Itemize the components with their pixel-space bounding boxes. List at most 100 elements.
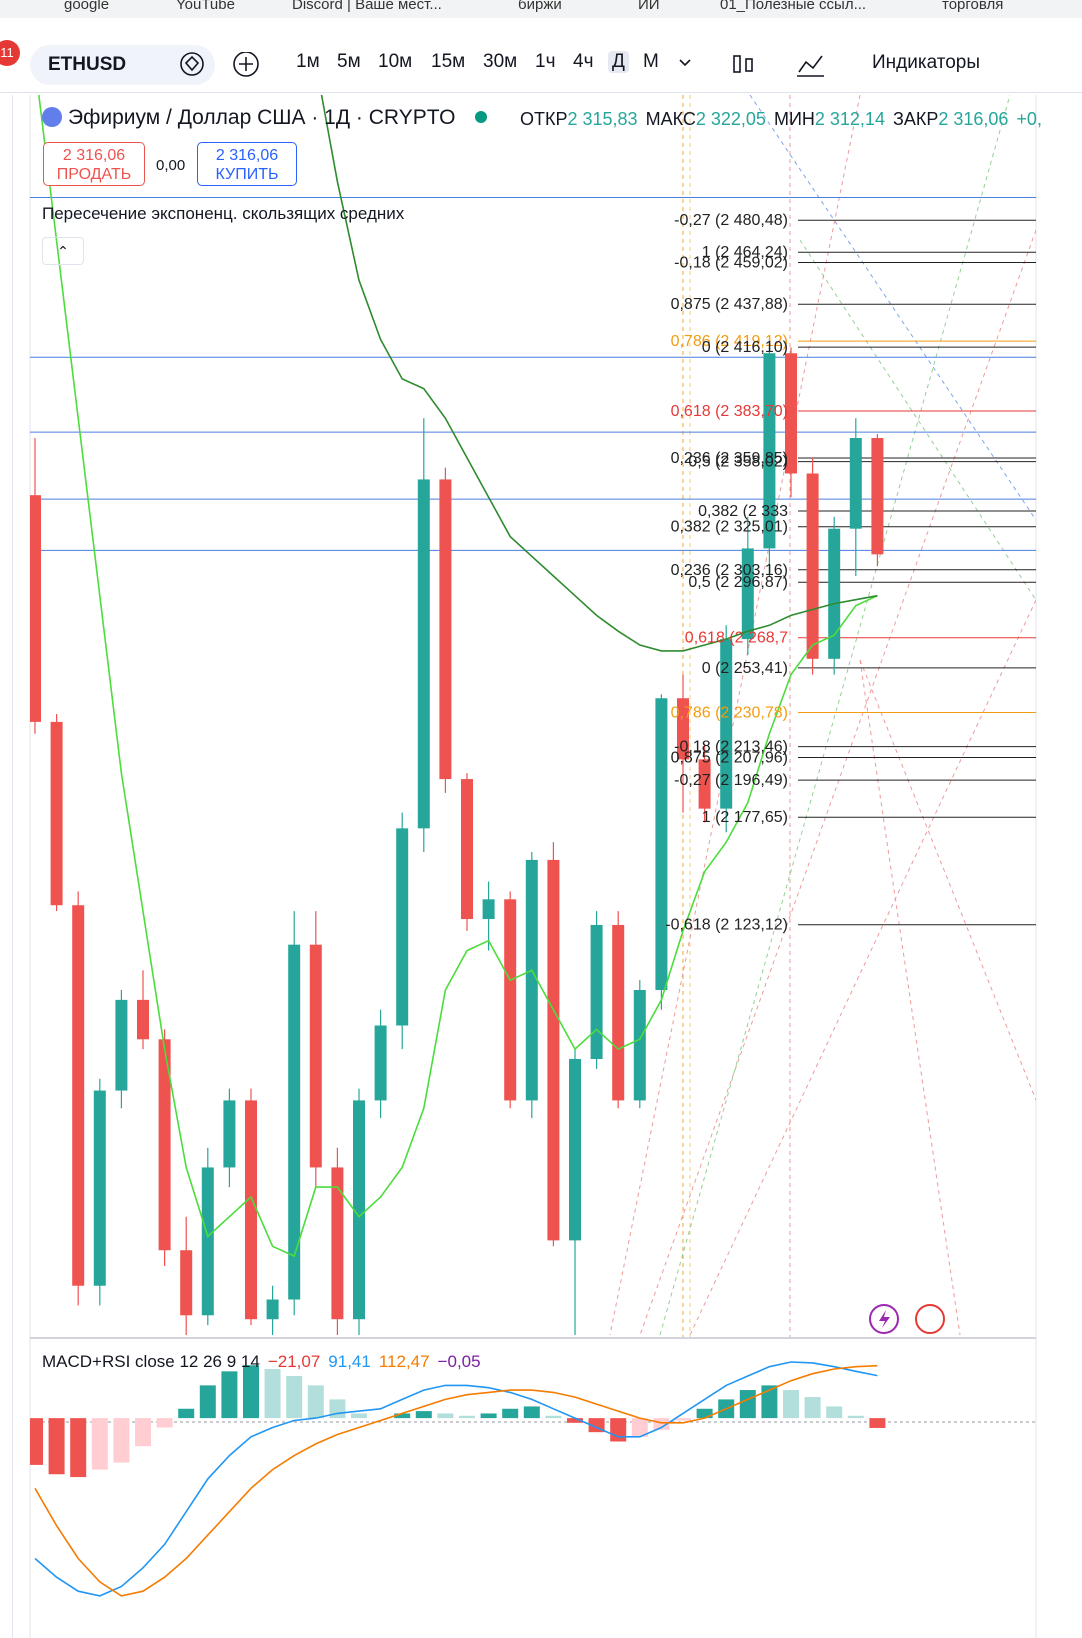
interval-button[interactable]: Д <box>608 51 629 73</box>
bookmark[interactable]: 01_Полезные ссыл... <box>720 0 867 13</box>
fib-level-label: 0,875 (2 207,96) <box>671 749 788 766</box>
interval-button[interactable]: 1ч <box>535 51 556 72</box>
fib-level-label: 0,5 (2 296,87) <box>688 574 788 591</box>
fib-level-label: 0,236 (2 303,16) <box>671 562 788 579</box>
indicator-line <box>320 95 878 652</box>
bookmark[interactable]: биржи <box>518 0 562 13</box>
fib-level-label: 0,236 (2 359,85) <box>671 450 788 467</box>
bookmark[interactable]: Discord | Ваше мест... <box>292 0 442 13</box>
bookmark[interactable]: ИИ <box>638 0 660 13</box>
candle-body <box>223 1100 236 1168</box>
histogram-bar <box>264 1369 281 1419</box>
price-pane <box>30 95 1036 1335</box>
interval-button[interactable]: 4ч <box>573 51 594 72</box>
histogram-bar <box>783 1390 799 1419</box>
notification-badge[interactable]: 11 <box>0 40 20 66</box>
toolbar <box>0 32 1082 93</box>
toolbar-icons <box>180 52 259 77</box>
indicator-name: Пересечение экспоненц. скользящих средни… <box>42 204 405 223</box>
collapse-button[interactable]: ⌃ <box>42 237 84 265</box>
candle-body <box>741 548 754 640</box>
candle-body <box>331 1167 344 1320</box>
fib-level-label: -0,18 (2 213,46) <box>674 739 788 756</box>
fib-level-label: 0,382 (2 325,01) <box>671 519 788 536</box>
histogram-bar <box>156 1418 173 1428</box>
candle-body <box>482 899 495 920</box>
interval-button[interactable]: 30м <box>483 51 518 72</box>
histogram-bar <box>631 1418 648 1437</box>
candle-body <box>525 859 538 1101</box>
candle-body <box>417 479 430 829</box>
fib-level-label: 1 (2 464,24) <box>702 244 788 261</box>
fib-level-label: 1 (2 177,65) <box>702 809 788 826</box>
bookmark[interactable]: google <box>64 0 110 13</box>
histogram-bar <box>567 1418 583 1423</box>
histogram-bar <box>199 1385 216 1419</box>
candle-body <box>720 639 733 809</box>
candle-body <box>309 944 322 1168</box>
interval-button[interactable]: 10м <box>378 51 413 72</box>
interval-button[interactable]: 15м <box>431 51 466 72</box>
histogram-bar <box>653 1418 670 1430</box>
histogram-bar <box>91 1418 108 1470</box>
sell-button[interactable]: 2 316,06 ПРОДАТЬ <box>43 142 145 186</box>
histogram-bar <box>869 1418 886 1428</box>
histogram-bar <box>739 1390 756 1419</box>
candle-body <box>137 999 149 1040</box>
fib-level-label: -0,618 (2 123,12) <box>665 917 788 934</box>
fib-level-label: 0,618 (2 383,70) <box>671 403 788 420</box>
symbol-legend: Эфириум / Доллар США · 1Д · CRYPTO <box>42 106 488 130</box>
histogram-bar <box>351 1413 367 1419</box>
histogram-bar <box>70 1418 87 1478</box>
fib-level-label: 0,786 (2 419,12) <box>671 333 788 350</box>
bookmark[interactable]: YouTube <box>176 0 235 13</box>
interval-button[interactable]: 1м <box>296 51 320 72</box>
histogram-bar <box>113 1418 130 1463</box>
drawings <box>609 95 1036 1337</box>
histogram-bar <box>545 1415 562 1419</box>
histogram-bar <box>826 1406 843 1419</box>
bookmarks-bar: google YouTube Discord | Ваше мест... биржи… <box>0 0 1082 18</box>
indicator-line <box>34 1364 878 1597</box>
candle-body <box>30 495 41 722</box>
macd-value: −21,07 <box>267 1352 321 1371</box>
histogram-bar <box>847 1415 864 1419</box>
ohlc-value: 2 312,14 <box>814 109 885 129</box>
fib-level-label: 0 (2 416,10) <box>702 339 788 356</box>
histogram-bar <box>307 1385 324 1419</box>
candle-body <box>288 944 301 1300</box>
spread: 0,00 <box>156 157 186 174</box>
candle-body <box>655 698 668 991</box>
buy-button[interactable]: 2 316,06 КУПИТЬ <box>197 142 297 186</box>
candle-body <box>806 473 819 659</box>
sell-price: 2 316,06 <box>62 147 126 164</box>
candle-body <box>72 905 85 1286</box>
drawing-toolbar <box>0 95 13 1638</box>
buy-price: 2 316,06 <box>215 147 279 164</box>
histogram-bar <box>415 1411 432 1419</box>
bookmark[interactable]: торговля <box>942 0 1004 13</box>
histogram-bar <box>178 1408 195 1419</box>
fib-level-label: 0,382 (2 333 <box>698 503 788 520</box>
histogram-bar <box>243 1365 259 1419</box>
candle-body <box>115 999 128 1091</box>
interval-button[interactable]: М <box>643 51 659 72</box>
indicators-button[interactable]: Индикаторы <box>872 52 981 73</box>
economic-event-icon[interactable] <box>915 1304 945 1334</box>
buy-label: КУПИТЬ <box>215 166 279 183</box>
candle-body <box>677 698 689 760</box>
symbol-search[interactable]: ETHUSD <box>30 45 215 85</box>
fib-level-label: -0,27 (2 196,49) <box>674 772 788 789</box>
histogram-bar <box>459 1415 475 1419</box>
histogram-bar <box>761 1385 778 1419</box>
candle-body <box>547 859 560 1241</box>
interval-button[interactable]: 5м <box>337 51 361 72</box>
candle-body <box>763 353 776 549</box>
candle-body <box>50 721 63 906</box>
candle-body <box>828 528 841 659</box>
toolbar-icons-2 <box>679 55 824 77</box>
candle-body <box>698 759 711 809</box>
ohlc-label: МАКС <box>645 109 696 129</box>
candle-body <box>245 1100 257 1320</box>
